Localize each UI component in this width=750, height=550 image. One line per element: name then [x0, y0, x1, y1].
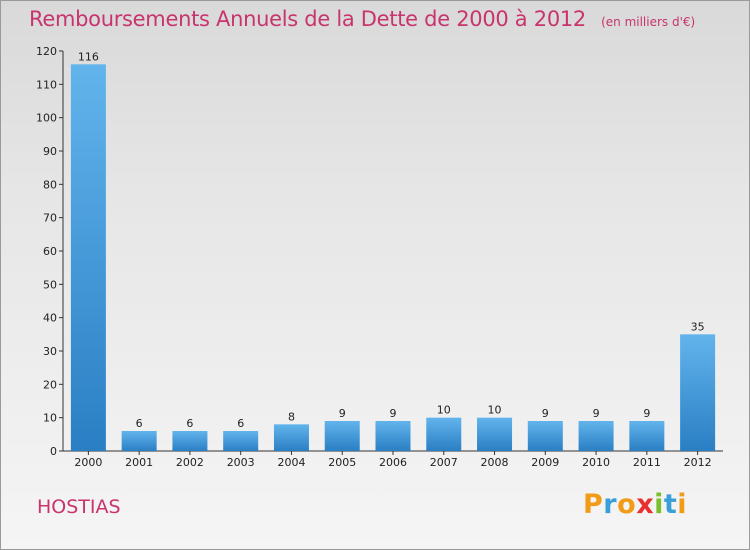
logo-letter: i [677, 489, 688, 520]
x-tick-label: 2006 [379, 456, 407, 469]
bar [426, 417, 462, 451]
data-label: 9 [643, 407, 650, 420]
commune-name: HOSTIAS [37, 496, 121, 518]
chart-unit-note: (en milliers d'€) [601, 15, 696, 29]
y-tick-label: 60 [43, 245, 57, 258]
y-tick-label: 20 [43, 378, 57, 391]
y-tick-label: 100 [36, 112, 57, 125]
bar [172, 431, 208, 451]
data-label: 10 [488, 404, 502, 417]
bar [121, 431, 157, 451]
x-tick-label: 2005 [328, 456, 356, 469]
data-label: 6 [237, 417, 244, 430]
x-tick-label: 2008 [481, 456, 509, 469]
bar [70, 64, 106, 452]
logo-letter: t [663, 489, 678, 520]
x-tick-label: 2002 [176, 456, 204, 469]
chart-title-row: Remboursements Annuels de la Dette de 20… [29, 7, 695, 31]
logo-letter: x [636, 489, 655, 520]
y-tick-label: 70 [43, 212, 57, 225]
x-tick-label: 2001 [125, 456, 153, 469]
proxiti-logo: Proxiti [583, 489, 687, 520]
data-label: 35 [691, 320, 705, 333]
x-tick-label: 2011 [633, 456, 661, 469]
y-tick-label: 50 [43, 278, 57, 291]
bar [273, 424, 309, 451]
data-label: 9 [593, 407, 600, 420]
bar [223, 431, 259, 451]
data-label: 6 [186, 417, 193, 430]
logo-letter: i [654, 489, 664, 520]
x-tick-label: 2012 [684, 456, 712, 469]
x-tick-label: 2009 [531, 456, 559, 469]
x-tick-label: 2000 [74, 456, 102, 469]
bar [375, 421, 411, 451]
data-label: 9 [390, 407, 397, 420]
data-label: 8 [288, 410, 295, 423]
bar [680, 334, 716, 451]
x-tick-label: 2003 [227, 456, 255, 469]
logo-letter: r [603, 489, 618, 520]
y-tick-label: 10 [43, 412, 57, 425]
chart-title: Remboursements Annuels de la Dette de 20… [29, 7, 586, 31]
x-tick-label: 2010 [582, 456, 610, 469]
data-label: 10 [437, 404, 451, 417]
x-tick-label: 2004 [277, 456, 305, 469]
data-label: 6 [136, 417, 143, 430]
bar [527, 421, 563, 451]
y-tick-label: 120 [36, 45, 57, 58]
data-label: 9 [542, 407, 549, 420]
y-tick-label: 40 [43, 312, 57, 325]
x-tick-label: 2007 [430, 456, 458, 469]
bar [578, 421, 614, 451]
logo-letter: o [617, 489, 637, 520]
bar [477, 417, 513, 451]
y-tick-label: 80 [43, 178, 57, 191]
y-tick-label: 0 [50, 445, 57, 458]
y-tick-label: 90 [43, 145, 57, 158]
bar [629, 421, 665, 451]
logo-letter: P [583, 489, 604, 520]
y-tick-label: 110 [36, 78, 57, 91]
y-tick-label: 30 [43, 345, 57, 358]
data-label: 116 [78, 50, 99, 63]
bar [324, 421, 360, 451]
data-label: 9 [339, 407, 346, 420]
